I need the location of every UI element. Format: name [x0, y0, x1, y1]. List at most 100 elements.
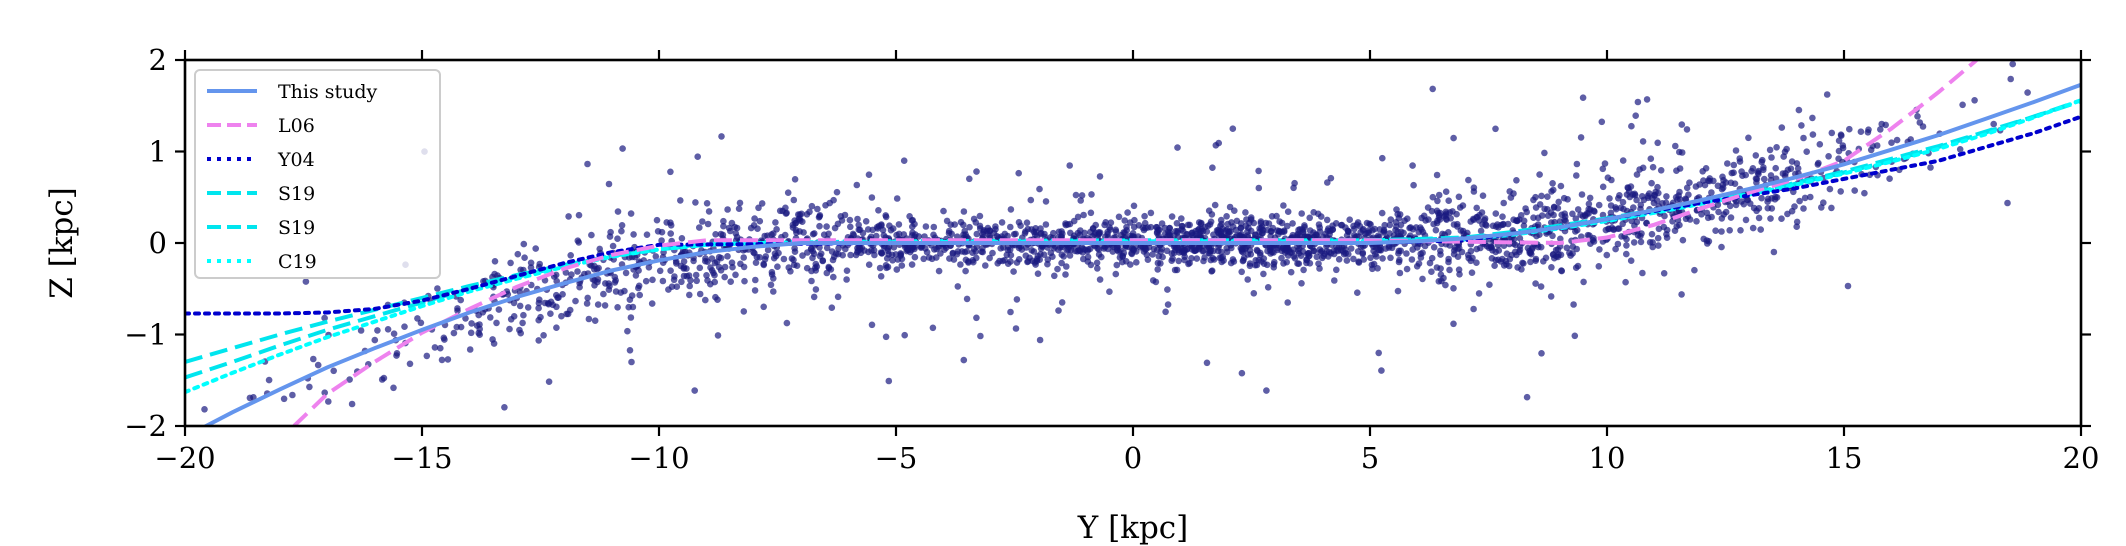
data-point: [686, 291, 693, 299]
data-point: [893, 231, 900, 239]
data-point: [606, 282, 613, 290]
data-point: [667, 222, 675, 229]
data-point: [1752, 152, 1760, 159]
data-point: [1473, 245, 1480, 253]
data-point: [612, 288, 620, 295]
data-point: [812, 264, 819, 272]
data-point: [1404, 215, 1411, 222]
data-point: [900, 157, 908, 164]
data-point: [1617, 204, 1625, 212]
data-point: [1058, 259, 1065, 267]
data-point: [591, 317, 599, 325]
data-point: [1494, 256, 1502, 264]
data-point: [1547, 293, 1555, 300]
data-point: [1159, 253, 1166, 261]
data-point: [1112, 270, 1120, 278]
data-point: [1712, 227, 1719, 234]
data-point: [725, 224, 733, 232]
data-point: [1162, 308, 1169, 316]
data-point: [973, 314, 980, 322]
y-tick-label: 0: [149, 226, 167, 260]
data-point: [720, 222, 727, 230]
data-point: [1441, 212, 1448, 220]
data-point: [1153, 228, 1161, 236]
data-point: [1780, 153, 1787, 160]
data-point: [1631, 191, 1639, 199]
data-point: [1065, 246, 1072, 253]
data-point: [1558, 211, 1565, 219]
data-point: [793, 229, 800, 236]
data-point: [1350, 255, 1357, 263]
data-point: [1131, 216, 1138, 224]
data-point: [1280, 202, 1287, 209]
data-point: [1354, 219, 1362, 226]
data-point: [1578, 191, 1586, 198]
data-point: [453, 323, 461, 331]
data-point: [1446, 266, 1453, 274]
data-point: [1555, 251, 1562, 258]
data-point: [473, 322, 481, 329]
data-point: [576, 283, 583, 291]
data-point: [667, 230, 674, 237]
data-point: [984, 224, 992, 232]
data-point: [1825, 153, 1832, 160]
data-point: [1648, 230, 1656, 238]
data-point: [1191, 247, 1198, 255]
data-point: [1095, 246, 1103, 253]
data-point: [1174, 144, 1181, 151]
data-point: [1027, 196, 1035, 204]
data-point: [812, 286, 820, 293]
data-point: [1548, 264, 1555, 271]
data-point: [1541, 149, 1548, 157]
data-point: [1649, 163, 1657, 171]
data-point: [969, 257, 976, 264]
data-point: [1465, 176, 1472, 184]
data-point: [1820, 199, 1827, 206]
data-point: [605, 180, 613, 188]
data-point: [1244, 276, 1251, 283]
data-point: [1367, 254, 1374, 262]
data-point: [1633, 218, 1641, 226]
data-point: [1538, 350, 1545, 357]
data-point: [1851, 187, 1858, 194]
data-point: [1133, 259, 1140, 266]
data-point: [1638, 193, 1646, 200]
data-point: [506, 325, 513, 333]
data-point: [1719, 184, 1727, 192]
data-point: [1722, 208, 1730, 216]
data-point: [1273, 212, 1280, 220]
data-point: [1196, 244, 1204, 251]
data-point: [823, 244, 831, 252]
data-point: [645, 264, 653, 271]
data-point: [1306, 227, 1314, 234]
data-point: [816, 212, 824, 219]
data-point: [1330, 250, 1338, 258]
data-point: [1080, 211, 1087, 219]
data-point: [201, 406, 208, 413]
data-point: [909, 229, 916, 236]
data-point: [401, 323, 408, 331]
data-point: [520, 311, 527, 319]
data-point: [1736, 155, 1743, 162]
data-point: [1406, 224, 1413, 232]
axis-ticks: [175, 50, 2091, 436]
data-point: [1015, 169, 1022, 177]
data-point: [1624, 184, 1631, 191]
data-point: [692, 271, 700, 279]
data-point: [1295, 260, 1303, 268]
data-point: [1557, 235, 1564, 243]
data-point: [1538, 212, 1546, 219]
data-point: [1338, 221, 1346, 229]
data-point: [1287, 268, 1295, 276]
data-point: [1823, 91, 1831, 98]
data-point: [1408, 256, 1416, 263]
data-point: [957, 218, 965, 226]
data-point: [893, 266, 901, 273]
data-point: [667, 168, 674, 176]
data-point: [321, 314, 328, 322]
data-point: [611, 279, 619, 286]
data-point: [1714, 182, 1722, 190]
data-point: [1793, 218, 1801, 226]
legend-label: S19: [278, 183, 315, 205]
data-point: [724, 206, 731, 213]
